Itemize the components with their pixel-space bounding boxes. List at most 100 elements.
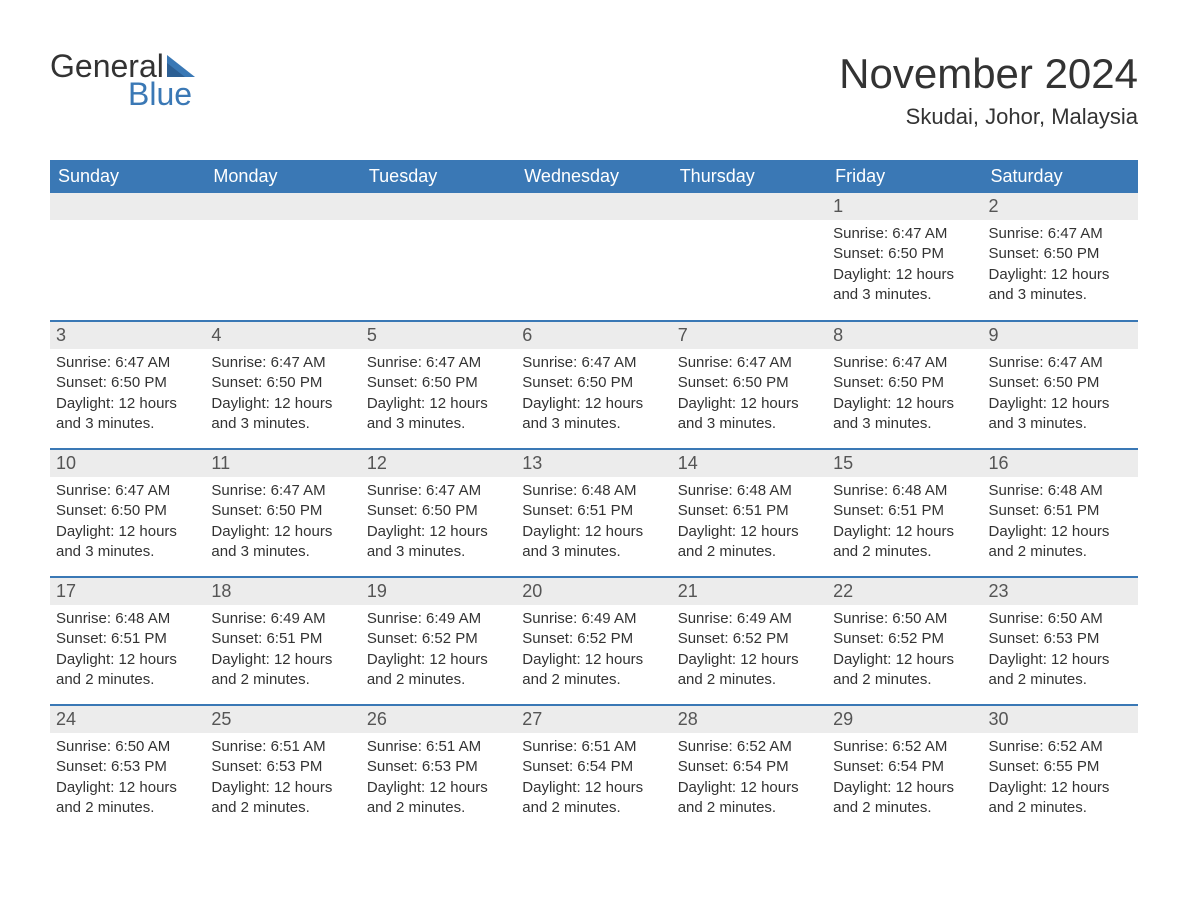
day-number: 22 (827, 578, 982, 605)
sunrise-text: Sunrise: 6:47 AM (56, 353, 199, 373)
day-number: 5 (361, 322, 516, 349)
daylight1-text: Daylight: 12 hours (522, 394, 665, 414)
day-details: Sunrise: 6:51 AMSunset: 6:53 PMDaylight:… (361, 733, 516, 826)
day-number: 23 (983, 578, 1138, 605)
sunrise-text: Sunrise: 6:47 AM (56, 481, 199, 501)
calendar-day-cell: 3Sunrise: 6:47 AMSunset: 6:50 PMDaylight… (50, 321, 205, 449)
sunrise-text: Sunrise: 6:47 AM (833, 224, 976, 244)
daylight1-text: Daylight: 12 hours (56, 522, 199, 542)
day-number: 12 (361, 450, 516, 477)
sunrise-text: Sunrise: 6:48 AM (989, 481, 1132, 501)
daylight1-text: Daylight: 12 hours (367, 394, 510, 414)
daylight2-text: and 2 minutes. (211, 670, 354, 690)
header: General Blue November 2024 Skudai, Johor… (50, 50, 1138, 130)
calendar-week-row: 1Sunrise: 6:47 AMSunset: 6:50 PMDaylight… (50, 193, 1138, 321)
daylight2-text: and 2 minutes. (367, 670, 510, 690)
day-number (50, 193, 205, 220)
sunset-text: Sunset: 6:54 PM (522, 757, 665, 777)
day-details: Sunrise: 6:50 AMSunset: 6:53 PMDaylight:… (983, 605, 1138, 698)
sunrise-text: Sunrise: 6:47 AM (211, 481, 354, 501)
weekday-header: Tuesday (361, 160, 516, 193)
sunrise-text: Sunrise: 6:47 AM (989, 353, 1132, 373)
day-number: 8 (827, 322, 982, 349)
daylight2-text: and 2 minutes. (678, 670, 821, 690)
day-details: Sunrise: 6:50 AMSunset: 6:52 PMDaylight:… (827, 605, 982, 698)
daylight2-text: and 3 minutes. (367, 414, 510, 434)
day-details: Sunrise: 6:47 AMSunset: 6:50 PMDaylight:… (50, 477, 205, 570)
weekday-header: Friday (827, 160, 982, 193)
sunrise-text: Sunrise: 6:47 AM (678, 353, 821, 373)
calendar-day-cell: 19Sunrise: 6:49 AMSunset: 6:52 PMDayligh… (361, 577, 516, 705)
daylight2-text: and 2 minutes. (989, 798, 1132, 818)
daylight1-text: Daylight: 12 hours (522, 778, 665, 798)
daylight1-text: Daylight: 12 hours (367, 650, 510, 670)
day-number: 29 (827, 706, 982, 733)
day-details: Sunrise: 6:49 AMSunset: 6:51 PMDaylight:… (205, 605, 360, 698)
day-number: 21 (672, 578, 827, 605)
calendar-day-cell: 1Sunrise: 6:47 AMSunset: 6:50 PMDaylight… (827, 193, 982, 321)
daylight2-text: and 2 minutes. (56, 798, 199, 818)
sunrise-text: Sunrise: 6:51 AM (522, 737, 665, 757)
calendar-day-cell: 7Sunrise: 6:47 AMSunset: 6:50 PMDaylight… (672, 321, 827, 449)
day-details: Sunrise: 6:49 AMSunset: 6:52 PMDaylight:… (516, 605, 671, 698)
sunrise-text: Sunrise: 6:50 AM (56, 737, 199, 757)
sunset-text: Sunset: 6:50 PM (989, 373, 1132, 393)
daylight2-text: and 2 minutes. (989, 542, 1132, 562)
weekday-header: Sunday (50, 160, 205, 193)
sunset-text: Sunset: 6:52 PM (833, 629, 976, 649)
day-details: Sunrise: 6:48 AMSunset: 6:51 PMDaylight:… (50, 605, 205, 698)
daylight1-text: Daylight: 12 hours (522, 522, 665, 542)
sunset-text: Sunset: 6:50 PM (367, 501, 510, 521)
day-details: Sunrise: 6:47 AMSunset: 6:50 PMDaylight:… (672, 349, 827, 442)
sunrise-text: Sunrise: 6:47 AM (522, 353, 665, 373)
calendar-day-cell (672, 193, 827, 321)
calendar-week-row: 10Sunrise: 6:47 AMSunset: 6:50 PMDayligh… (50, 449, 1138, 577)
sunset-text: Sunset: 6:50 PM (211, 501, 354, 521)
sunrise-text: Sunrise: 6:50 AM (833, 609, 976, 629)
daylight1-text: Daylight: 12 hours (56, 778, 199, 798)
calendar-day-cell: 23Sunrise: 6:50 AMSunset: 6:53 PMDayligh… (983, 577, 1138, 705)
daylight1-text: Daylight: 12 hours (367, 522, 510, 542)
day-details: Sunrise: 6:50 AMSunset: 6:53 PMDaylight:… (50, 733, 205, 826)
calendar-day-cell: 5Sunrise: 6:47 AMSunset: 6:50 PMDaylight… (361, 321, 516, 449)
day-details: Sunrise: 6:47 AMSunset: 6:50 PMDaylight:… (516, 349, 671, 442)
calendar-day-cell: 2Sunrise: 6:47 AMSunset: 6:50 PMDaylight… (983, 193, 1138, 321)
sunset-text: Sunset: 6:51 PM (211, 629, 354, 649)
day-number: 10 (50, 450, 205, 477)
day-details: Sunrise: 6:47 AMSunset: 6:50 PMDaylight:… (983, 349, 1138, 442)
day-details: Sunrise: 6:47 AMSunset: 6:50 PMDaylight:… (50, 349, 205, 442)
sunrise-text: Sunrise: 6:47 AM (989, 224, 1132, 244)
calendar-day-cell: 11Sunrise: 6:47 AMSunset: 6:50 PMDayligh… (205, 449, 360, 577)
brand-logo: General Blue (50, 50, 195, 110)
daylight2-text: and 3 minutes. (56, 542, 199, 562)
day-number: 6 (516, 322, 671, 349)
sunrise-text: Sunrise: 6:48 AM (522, 481, 665, 501)
sunset-text: Sunset: 6:51 PM (678, 501, 821, 521)
daylight2-text: and 3 minutes. (678, 414, 821, 434)
day-number: 11 (205, 450, 360, 477)
sunset-text: Sunset: 6:54 PM (678, 757, 821, 777)
calendar-day-cell: 8Sunrise: 6:47 AMSunset: 6:50 PMDaylight… (827, 321, 982, 449)
sunset-text: Sunset: 6:54 PM (833, 757, 976, 777)
daylight1-text: Daylight: 12 hours (989, 394, 1132, 414)
daylight2-text: and 3 minutes. (522, 542, 665, 562)
day-number: 4 (205, 322, 360, 349)
daylight2-text: and 3 minutes. (833, 414, 976, 434)
daylight2-text: and 3 minutes. (989, 414, 1132, 434)
daylight2-text: and 2 minutes. (833, 670, 976, 690)
daylight1-text: Daylight: 12 hours (211, 650, 354, 670)
sunset-text: Sunset: 6:50 PM (211, 373, 354, 393)
calendar-week-row: 17Sunrise: 6:48 AMSunset: 6:51 PMDayligh… (50, 577, 1138, 705)
daylight1-text: Daylight: 12 hours (678, 522, 821, 542)
day-details: Sunrise: 6:47 AMSunset: 6:50 PMDaylight:… (983, 220, 1138, 313)
day-number: 30 (983, 706, 1138, 733)
calendar-day-cell: 10Sunrise: 6:47 AMSunset: 6:50 PMDayligh… (50, 449, 205, 577)
daylight2-text: and 2 minutes. (678, 542, 821, 562)
sunrise-text: Sunrise: 6:52 AM (989, 737, 1132, 757)
sunset-text: Sunset: 6:53 PM (367, 757, 510, 777)
daylight2-text: and 2 minutes. (989, 670, 1132, 690)
calendar-day-cell: 17Sunrise: 6:48 AMSunset: 6:51 PMDayligh… (50, 577, 205, 705)
daylight1-text: Daylight: 12 hours (989, 778, 1132, 798)
location: Skudai, Johor, Malaysia (839, 104, 1138, 130)
daylight1-text: Daylight: 12 hours (989, 265, 1132, 285)
